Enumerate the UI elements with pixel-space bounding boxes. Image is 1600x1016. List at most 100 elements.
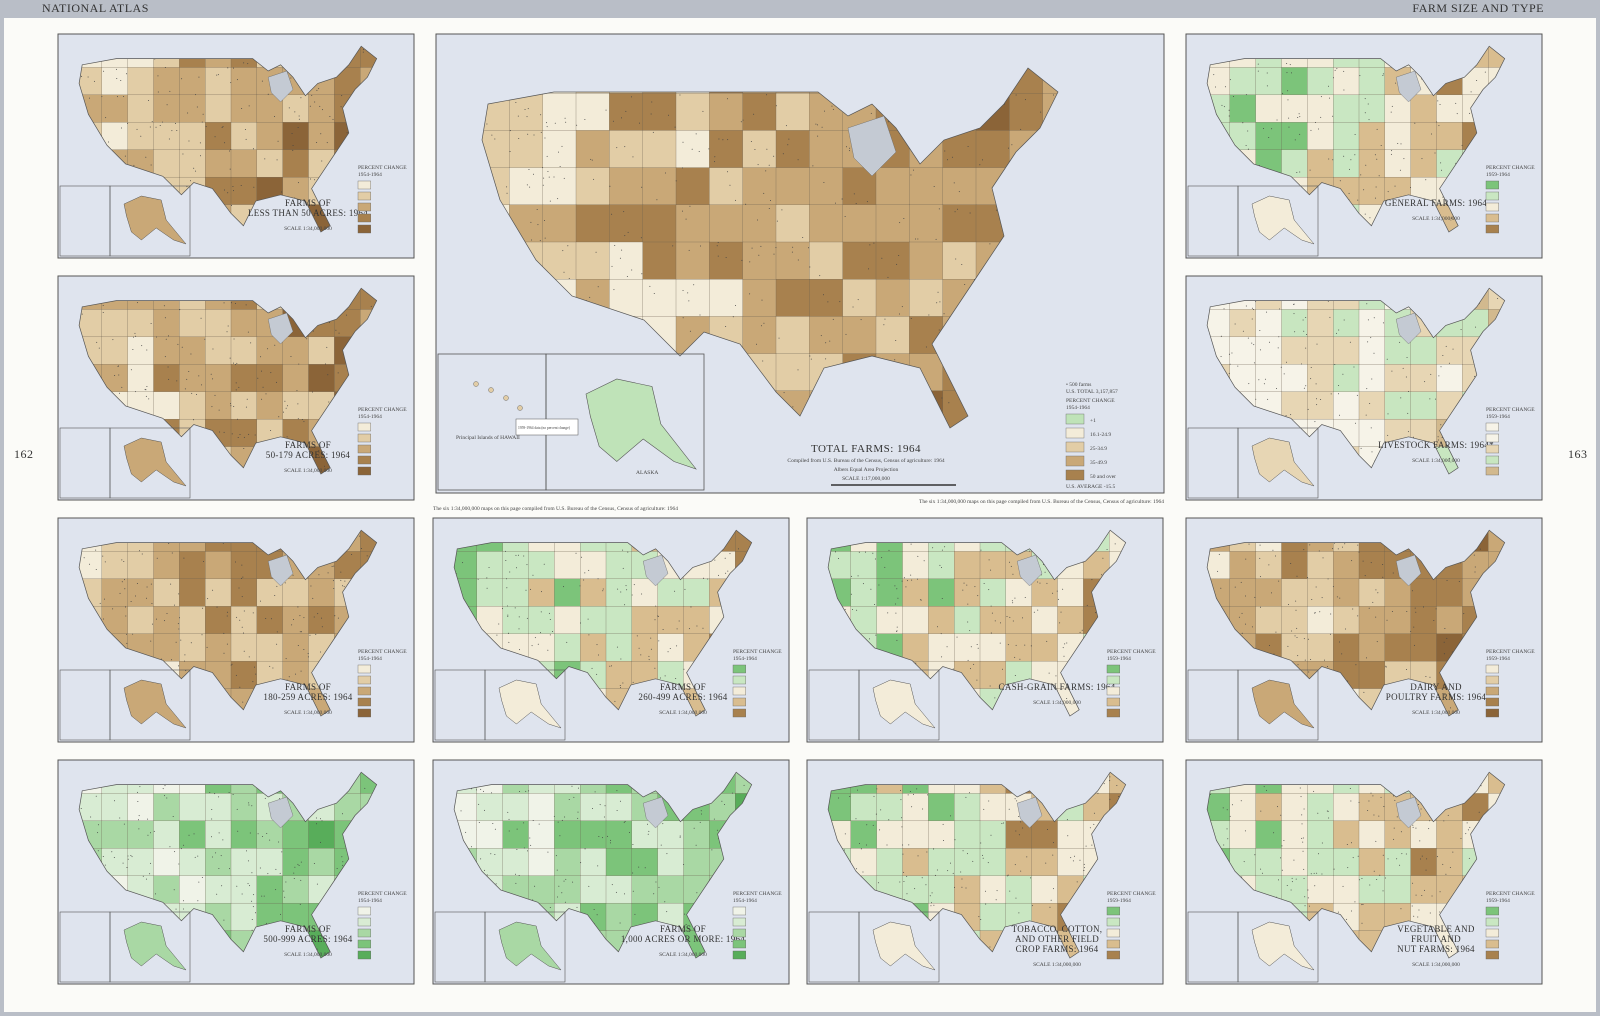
dot [917, 855, 919, 857]
dot [1425, 179, 1427, 181]
dot [605, 109, 607, 111]
legend-class: 35-49.9 [1090, 460, 1107, 466]
dot [952, 668, 954, 670]
dot [553, 176, 555, 178]
dot [787, 144, 789, 146]
state-region [1307, 67, 1334, 96]
dot [219, 431, 221, 433]
dot [1437, 439, 1439, 441]
dot [866, 824, 868, 826]
inset-frame [109, 669, 191, 741]
dot [130, 600, 132, 602]
dot [359, 535, 361, 537]
dot [669, 647, 671, 649]
legend-swatch [1485, 455, 1500, 465]
dot [177, 623, 179, 625]
dot [874, 558, 876, 560]
dot [887, 276, 889, 278]
dot [1040, 111, 1042, 113]
alaska [123, 921, 187, 971]
dot [1337, 548, 1339, 550]
dot [151, 603, 153, 605]
dot [903, 577, 905, 579]
state-region [876, 606, 904, 635]
dot [113, 800, 115, 802]
dot [1289, 64, 1291, 66]
dot [253, 186, 255, 188]
map-scale: SCALE 1:34,000,000 [284, 468, 332, 474]
state-region [775, 353, 810, 392]
state-region [875, 241, 910, 280]
dot [169, 90, 171, 92]
dot [1228, 372, 1230, 374]
dot [230, 403, 232, 405]
state-region [127, 336, 155, 365]
state-region [742, 167, 777, 206]
dot [631, 269, 633, 271]
dot [1008, 147, 1010, 149]
dot [288, 107, 290, 109]
legend-swatch [357, 213, 372, 223]
dot [1443, 641, 1445, 643]
dot [729, 553, 731, 555]
legend-swatch [732, 939, 747, 949]
dot [528, 169, 530, 171]
dot [145, 389, 147, 391]
dot [237, 436, 239, 438]
dot [276, 159, 278, 161]
dot [717, 255, 719, 257]
state-region [230, 391, 258, 420]
dot [1370, 337, 1372, 339]
dot [617, 588, 619, 590]
dot [933, 904, 935, 906]
dot [667, 651, 669, 653]
state-region [127, 309, 155, 338]
state-region [1031, 875, 1059, 904]
projection: Albers Equal Area Projection [834, 467, 899, 473]
state-region [282, 336, 310, 365]
dot [211, 808, 213, 810]
dot [965, 796, 967, 798]
state-region [153, 578, 180, 607]
dot [1320, 96, 1322, 98]
dot [660, 844, 662, 846]
state-region [1255, 336, 1283, 365]
state-region [1333, 633, 1360, 662]
source-note-right: The six 1:34,000,000 maps on this page c… [919, 498, 1164, 505]
map-scale: SCALE 1:34,000,000 [284, 952, 332, 958]
dot [1272, 549, 1274, 551]
map-title: 1,000 ACRES OR MORE: 1964 [621, 934, 745, 944]
state-region [230, 875, 258, 904]
dot [1444, 628, 1446, 630]
state-region [575, 167, 610, 206]
dot [1293, 303, 1295, 305]
dot [1280, 814, 1282, 816]
dot [1369, 884, 1371, 886]
dot [1309, 905, 1311, 907]
dot [1291, 881, 1293, 883]
dot [1048, 672, 1050, 674]
dot [1326, 810, 1328, 812]
dot [838, 797, 840, 799]
state-region [1436, 336, 1463, 365]
dot [235, 389, 237, 391]
state-region [127, 364, 155, 393]
state-region [675, 204, 710, 243]
dot [564, 816, 566, 818]
dot [1223, 106, 1225, 108]
dot [120, 79, 122, 81]
dot [230, 664, 232, 666]
state-region [282, 848, 310, 877]
map-title: CROP FARMS: 1964 [1016, 944, 1099, 954]
dot [141, 553, 143, 555]
state-region [675, 130, 710, 169]
dot [1338, 329, 1340, 331]
dot [632, 872, 634, 874]
dot [1424, 889, 1426, 891]
dot [1380, 796, 1382, 798]
dot [275, 868, 277, 870]
dot [760, 325, 762, 327]
state-region [282, 364, 310, 393]
dot [149, 873, 151, 875]
